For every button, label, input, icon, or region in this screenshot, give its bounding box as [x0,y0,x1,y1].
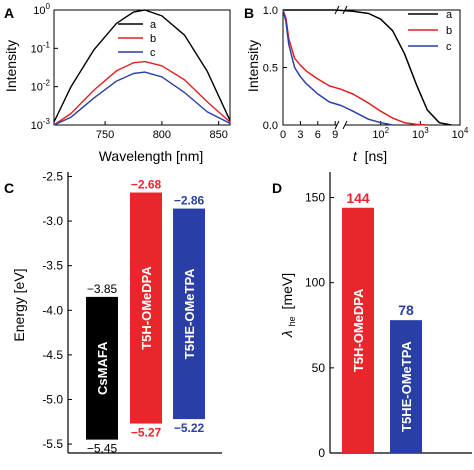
panel-b-y-tick-label: 0.0 [263,120,278,132]
panel-b-xlabel-var: t [353,148,358,164]
panel-b-x-tick-label: 102 [372,126,389,141]
panel-c-bar-t5h-omedpa [130,192,162,424]
panel-b: B 0 3 6 9 102 103 104 0.0 0.5 1.0 abc t [ns] Inte… [244,5,469,164]
panel-b-ylabel: Intensity [245,40,261,92]
panel-d-ylabel-unit: [meV] [279,273,295,310]
panel-c-bar-top-label: −2.86 [174,194,205,208]
panel-b-x-tick-label: 9 [332,129,338,141]
panel-c-y-tick-label: -2.5 [42,169,63,183]
panel-c-bar-bottom-label: −5.45 [87,442,118,456]
panel-c-bar-top-label: −3.85 [87,282,118,296]
panel-b-letter: B [244,5,254,21]
panel-b-y-tick-label: 1.0 [263,5,278,17]
panel-b-series-a [283,9,452,126]
panel-d-y-tick-label: 150 [305,191,325,205]
panel-a-legend: abc [118,19,157,59]
panel-a-lines [53,9,231,126]
panel-b-xlabel: t [ns] [353,148,387,164]
panel-a-series-c [53,71,231,126]
panel-c-letter: C [4,180,14,196]
panel-c-y-tick-label: -4.5 [42,348,63,362]
panel-a-y-tick-label: 10-1 [31,40,51,55]
panel-a-legend-label-b: b [150,33,156,45]
panel-b-frame [282,9,461,126]
panel-d-bar-t5he-ometpa [390,320,422,453]
panel-c-bar-bottom-label: −5.27 [131,426,162,440]
panel-d-y-tick-label: 100 [305,276,325,290]
panel-c-y-tick-label: -4.0 [42,303,63,317]
panel-a-series-a [53,9,231,123]
panel-b-legend: abc [408,9,453,53]
panel-a-ylabel: Intensity [3,40,19,92]
panel-b-y-tick-label: 0.5 [263,63,278,75]
panel-c-bar-top-label: −2.68 [131,178,162,192]
panel-d-bar-name: T5HE-OMeTPA [399,341,414,432]
panel-d-bar-name: T5H-OMeDPA [351,288,366,372]
panel-d-y-tick-label: 0 [318,446,325,460]
panel-b-break-mark [342,120,348,130]
panel-c-y-tick-label: -3.5 [42,259,63,273]
panel-b-series-c [282,9,393,126]
panel-a-xlabel: Wavelength [nm] [99,148,204,164]
panel-c-bar-t5he-ometpa [173,208,205,420]
panel-d-letter: D [272,180,282,196]
panel-b-xlabel-unit: [ns] [365,148,388,164]
panel-b-x-tick-label: 103 [412,126,429,141]
panel-d-ylabel: λ he [meV] [279,273,298,338]
panel-c-y-tick-label: -5.5 [42,437,63,451]
panel-a-y-tick-label: 10-3 [31,117,51,132]
panel-a-series-b [53,60,231,126]
panel-c-bar-csmafa [86,296,118,440]
panel-b-axes: 0 3 6 9 102 103 104 0.0 0.5 1.0 [263,5,469,141]
panel-d-bars: 144 T5H-OMeDPA 78 T5HE-OMeTPA [342,190,422,453]
panel-b-break-mark [334,120,340,130]
panel-b-x-tick-label: 0 [280,129,286,141]
panel-d-axes: 0 50 100 150 [305,172,472,460]
panel-c-y-tick-label: -3.0 [42,214,63,228]
panel-d-bar-value-label: 78 [398,302,414,318]
panel-c-bar-name: CsMAFA [95,341,110,395]
panel-c-bar-name: T5HE-OMeTPA [182,268,197,359]
panel-c-ylabel: Energy [eV] [11,268,27,341]
panel-a-legend-label-c: c [150,47,156,59]
panel-b-lines [282,9,452,126]
panel-b-x-tick-label: 104 [452,126,469,141]
panel-d: D 0 50 100 150 144 T5H-OMeDPA 78 T5HE-OMeTPA λ… [272,172,472,460]
panel-c-bars: −3.85 −5.45 CsMAFA −2.68 −5.27 T5H-OMeDPA −2.8… [86,178,205,456]
panel-d-bar-value-label: 144 [346,190,370,206]
panel-a-x-tick-label: 850 [209,129,227,141]
panel-c-bar-bottom-label: −5.22 [174,421,205,435]
panel-c-bar-name: T5H-OMeDPA [139,266,154,350]
panel-a-y-tick-label: 10-2 [31,79,51,94]
panel-a-frame [53,9,231,126]
panel-a-legend-label-a: a [150,19,157,31]
panel-b-x-tick-label: 3 [297,129,303,141]
panel-a: A 750 800 850 100 10-1 10-2 10-3 abc Wavelengt… [3,2,231,164]
panel-b-x-tick-label: 6 [315,129,321,141]
panel-b-break-mask-bottom [337,122,345,128]
panel-c-axes: -2.5 -3.0 -3.5 -4.0 -4.5 -5.0 -5.5 [42,169,222,454]
panel-c-y-tick-label: -5.0 [42,392,63,406]
panel-a-x-tick-label: 800 [153,129,171,141]
panel-c: C -2.5 -3.0 -3.5 -4.0 -4.5 -5.0 -5.5 −3.85 −5.4… [4,169,222,456]
panel-b-legend-label-a: a [446,9,453,21]
panel-b-legend-label-b: b [446,25,452,37]
panel-a-y-tick-label: 100 [33,2,50,17]
panel-a-letter: A [4,5,14,21]
panel-b-legend-label-c: c [446,41,452,53]
panel-a-axes: 750 800 850 100 10-1 10-2 10-3 [31,2,231,141]
panel-b-series-b [282,9,428,126]
panel-d-bar-t5h-omedpa [342,207,374,453]
panel-a-x-tick-label: 750 [96,129,114,141]
panel-d-y-tick-label: 50 [312,361,326,375]
panel-d-ylabel-symbol: λ [279,330,295,338]
panel-d-ylabel-subscript: he [287,316,297,326]
